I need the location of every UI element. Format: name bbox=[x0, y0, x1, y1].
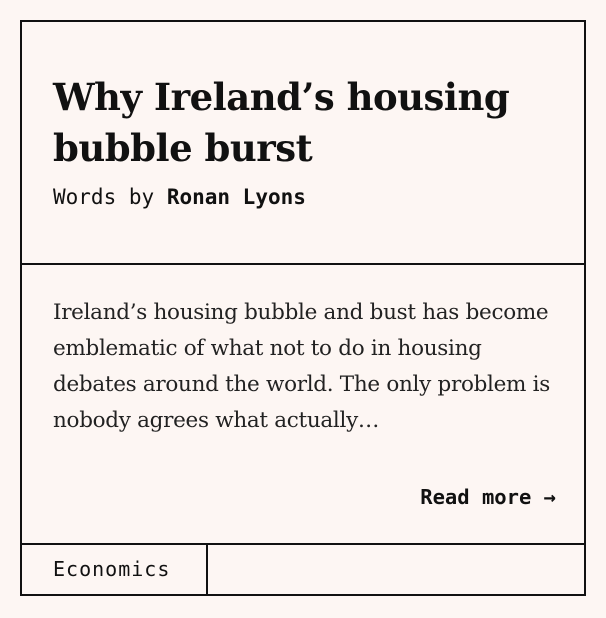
card-header: Why Ireland’s housing bubble burst Words… bbox=[22, 22, 584, 265]
byline-prefix: Words by bbox=[53, 185, 155, 209]
byline: Words by Ronan Lyons bbox=[53, 185, 306, 209]
article-card: Why Ireland’s housing bubble burst Words… bbox=[20, 20, 586, 596]
author-name[interactable]: Ronan Lyons bbox=[166, 185, 306, 209]
article-excerpt: Ireland’s housing bubble and bust has be… bbox=[53, 300, 550, 433]
category-tag[interactable]: Economics bbox=[22, 545, 208, 594]
card-body: Ireland’s housing bubble and bust has be… bbox=[22, 265, 584, 545]
article-title[interactable]: Why Ireland’s housing bubble burst bbox=[53, 75, 510, 170]
card-footer: Economics bbox=[22, 545, 584, 594]
category-tag-label: Economics bbox=[53, 557, 171, 581]
read-more-link[interactable]: Read more → bbox=[420, 485, 556, 509]
